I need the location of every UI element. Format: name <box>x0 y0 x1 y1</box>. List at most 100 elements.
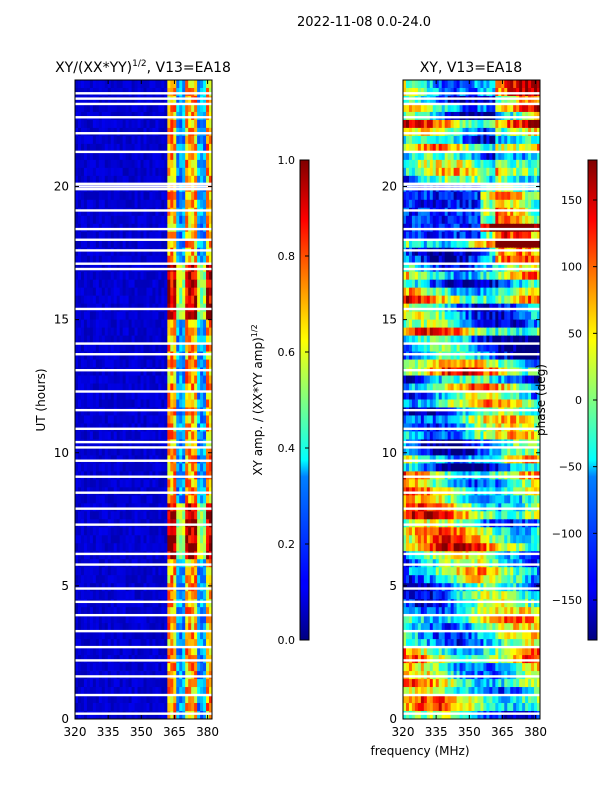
heatmap-cell <box>206 231 210 241</box>
heatmap-cell <box>80 231 85 241</box>
heatmap-cell <box>173 207 177 217</box>
heatmap-cell <box>110 151 115 161</box>
heatmap-cell <box>170 271 174 281</box>
heatmap-cell <box>468 247 473 257</box>
heatmap-cell <box>510 167 514 177</box>
heatmap-cell <box>134 327 139 337</box>
heatmap-cell <box>77 383 82 393</box>
heatmap-cell <box>176 207 180 217</box>
heatmap-cell <box>80 703 85 712</box>
heatmap-cell <box>483 135 487 145</box>
heatmap-cell <box>182 215 186 225</box>
heatmap-cell <box>158 663 162 672</box>
heatmap-cell <box>149 575 154 584</box>
heatmap-cell <box>483 215 487 225</box>
heatmap-cell <box>116 255 121 265</box>
heatmap-cell <box>179 247 183 257</box>
heatmap-cell <box>110 511 115 520</box>
heatmap-cell <box>510 255 514 265</box>
heatmap-cell <box>86 295 91 305</box>
heatmap-cell <box>119 679 124 688</box>
heatmap-cell <box>158 679 162 688</box>
heatmap-cell <box>191 439 195 449</box>
heatmap-cell <box>537 103 540 113</box>
heatmap-cell <box>152 279 157 289</box>
heatmap-cell <box>122 191 127 201</box>
heatmap-cell <box>101 167 106 177</box>
heatmap-cell <box>182 175 186 185</box>
heatmap-cell <box>101 447 106 457</box>
heatmap-cell <box>146 543 151 552</box>
heatmap-cell <box>170 687 174 696</box>
heatmap-cell <box>140 215 145 225</box>
heatmap-cell <box>173 143 177 153</box>
heatmap-cell <box>158 247 162 257</box>
heatmap-cell <box>182 367 186 377</box>
heatmap-cell <box>209 631 212 640</box>
heatmap-cell <box>146 135 151 145</box>
heatmap-cell <box>173 391 177 401</box>
heatmap-cell <box>176 215 180 225</box>
heatmap-cell <box>203 399 207 409</box>
heatmap-cell <box>197 367 201 377</box>
heatmap-cell <box>179 415 183 425</box>
heatmap-cell <box>122 143 127 153</box>
heatmap-cell <box>164 407 168 417</box>
heatmap-cell <box>185 327 189 337</box>
heatmap-cell <box>510 231 514 241</box>
heatmap-cell <box>200 375 204 385</box>
heatmap-cell <box>489 159 493 169</box>
heatmap-cell <box>501 207 505 217</box>
heatmap-cell <box>134 495 139 504</box>
heatmap-cell <box>98 599 103 608</box>
heatmap-cell <box>411 167 416 177</box>
heatmap-cell <box>134 335 139 345</box>
heatmap-cell <box>468 271 473 281</box>
heatmap-cell <box>143 535 148 544</box>
heatmap-cell <box>140 375 145 385</box>
y-tick-label: 20 <box>54 180 69 194</box>
heatmap-cell <box>146 431 151 441</box>
heatmap-cell <box>185 647 189 656</box>
heatmap-cell <box>405 103 410 113</box>
heatmap-cell <box>495 231 499 241</box>
heatmap-cell <box>426 207 431 217</box>
heatmap-cell <box>441 175 446 185</box>
heatmap-cell <box>149 495 154 504</box>
heatmap-cell <box>122 511 127 520</box>
heatmap-cell <box>155 703 159 712</box>
heatmap-cell <box>197 311 201 321</box>
heatmap-cell <box>170 103 174 113</box>
heatmap-cell <box>131 567 136 576</box>
heatmap-cell <box>203 415 207 425</box>
heatmap-cell <box>173 647 177 656</box>
heatmap-cell <box>77 463 82 472</box>
heatmap-cell <box>477 199 482 209</box>
heatmap-cell <box>95 175 100 185</box>
heatmap-cell <box>516 175 520 185</box>
heatmap-cell <box>161 391 165 401</box>
heatmap-cell <box>176 663 180 672</box>
heatmap-cell <box>122 311 127 321</box>
heatmap-cell <box>203 215 207 225</box>
heatmap-cell <box>170 439 174 449</box>
heatmap-cell <box>113 399 118 409</box>
heatmap-cell <box>519 215 523 225</box>
heatmap-cell <box>95 599 100 608</box>
heatmap-cell <box>444 191 449 201</box>
heatmap-cell <box>450 247 455 257</box>
heatmap-cell <box>459 103 464 113</box>
heatmap-cell <box>116 551 121 560</box>
heatmap-cell <box>104 159 109 169</box>
heatmap-cell <box>188 623 192 632</box>
heatmap-cell <box>155 447 159 457</box>
heatmap-cell <box>435 255 440 265</box>
heatmap-cell <box>107 399 112 409</box>
heatmap-cell <box>197 167 201 177</box>
heatmap-cell <box>158 711 162 719</box>
heatmap-cell <box>408 167 413 177</box>
heatmap-cell <box>95 623 100 632</box>
heatmap-cell <box>134 415 139 425</box>
heatmap-cell <box>149 591 154 600</box>
heatmap-cell <box>489 191 493 201</box>
